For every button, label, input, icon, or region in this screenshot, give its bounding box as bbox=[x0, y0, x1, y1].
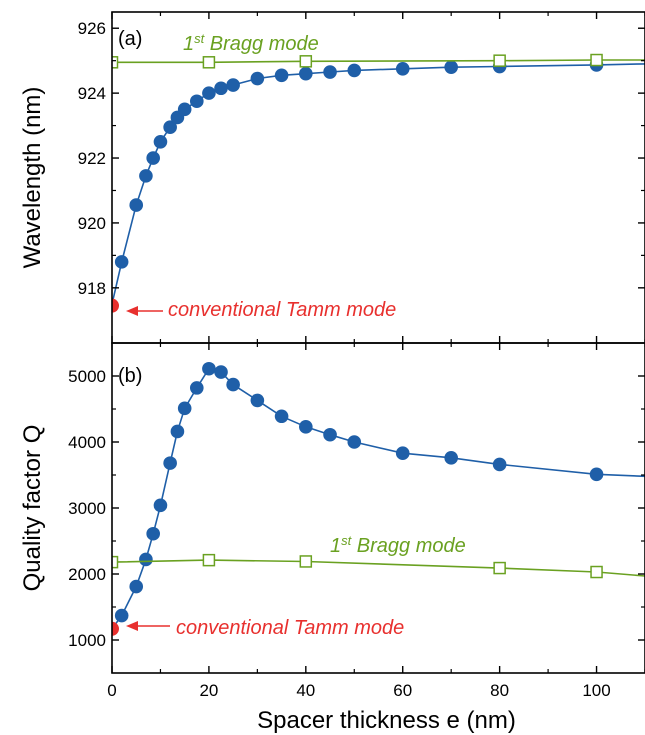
panel-b-series-1-point-1 bbox=[202, 553, 216, 567]
panel-b-series-1-point-0 bbox=[112, 555, 119, 569]
panel-b-series-0-point-8 bbox=[177, 401, 192, 416]
panel-b-xtick-label-0: 0 bbox=[107, 681, 116, 700]
panel-b-conventional-tamm-arrow-head bbox=[126, 621, 138, 631]
panel-a-series-0-point-11 bbox=[214, 81, 228, 96]
panel-a-series-0-point-18 bbox=[395, 61, 410, 76]
panel-b-series-1-point-4 bbox=[590, 565, 603, 579]
panel-a-series-1-line bbox=[112, 59, 645, 64]
panel-a-series-0-point-16 bbox=[323, 65, 337, 79]
panel-a-series-0-point-4 bbox=[146, 151, 160, 165]
panel-b-ytick-label-0: 1000 bbox=[68, 631, 106, 650]
panel-b-xtick-label-2: 40 bbox=[296, 681, 315, 700]
panel-a-series-0-point-19 bbox=[444, 60, 458, 74]
panel-b-series-1-point-2 bbox=[299, 555, 313, 568]
panel-b-ytick-label-2: 3000 bbox=[68, 499, 106, 518]
panel-a-ytick-label-4: 926 bbox=[78, 19, 106, 38]
panel-a-ytick-label-3: 924 bbox=[78, 84, 106, 103]
panel-a-series-0-point-13 bbox=[250, 71, 265, 86]
panel-b-series-0-point-2 bbox=[129, 579, 144, 594]
panel-b-xtick-label-5: 100 bbox=[582, 681, 610, 700]
panel-b-series-0-point-20 bbox=[492, 457, 507, 472]
panel-a-series-0-point-2 bbox=[129, 198, 144, 212]
panel-a-series-1-point-2 bbox=[299, 55, 313, 68]
panel-a-conventional-tamm-arrow-head bbox=[126, 306, 138, 316]
panel-b-series-0-point-16 bbox=[323, 427, 337, 442]
panel-b-series-0-point-1 bbox=[114, 608, 129, 623]
panel-a-series-0-point-9 bbox=[189, 94, 204, 109]
panel-b-ytick-label-4: 5000 bbox=[68, 367, 106, 386]
panel-b-ytick-label-1: 2000 bbox=[68, 565, 106, 584]
panel-a-series-0-point-14 bbox=[274, 68, 289, 83]
panel-b-series-0-point-15 bbox=[299, 420, 313, 434]
panel-a-series-0-point-8 bbox=[177, 102, 192, 117]
panel-a-series-0-point-10 bbox=[202, 86, 216, 100]
panel-b-xtick-label-1: 20 bbox=[199, 681, 218, 700]
panel-a-bragg-label: 1st Bragg mode bbox=[183, 31, 319, 56]
panel-b: 1000 2000 3000 4000 5000 0 20 40 60 80 100 (b) Qua… bbox=[19, 342, 645, 734]
panel-a-ytick-label-2: 922 bbox=[78, 149, 106, 168]
panel-b-series-0-point-4 bbox=[146, 526, 160, 541]
panel-a-conventional-tamm-label: conventional Tamm mode bbox=[168, 299, 396, 321]
panel-a-series-0-point-12 bbox=[226, 78, 240, 92]
panel-b-y-axis-title: Quality factor Q bbox=[19, 425, 46, 592]
panel-b-label: (b) bbox=[118, 365, 142, 387]
x-axis-title: Spacer thickness e (nm) bbox=[257, 707, 516, 734]
panel-a-ytick-label-0: 918 bbox=[78, 279, 106, 298]
panel-b-series-0-point-18 bbox=[395, 446, 410, 461]
panel-a-y-axis-title: Wavelength (nm) bbox=[19, 87, 46, 269]
panel-a-series-0-point-3 bbox=[139, 169, 153, 183]
panel-b-xtick-label-4: 80 bbox=[490, 681, 509, 700]
panel-b-series-0-point-3 bbox=[139, 552, 153, 567]
panel-b-series-0-point-21 bbox=[589, 467, 604, 482]
panel-a-series-1-point-0 bbox=[112, 56, 119, 69]
panel-b-series-0-point-5 bbox=[153, 498, 168, 513]
panel-b-conventional-tamm-point bbox=[112, 621, 119, 636]
panel-b-series-0-point-7 bbox=[170, 424, 185, 439]
panel-b-series-0-point-17 bbox=[347, 435, 362, 449]
panel-b-xtick-label-3: 60 bbox=[393, 681, 412, 700]
panel-a-series-1-point-4 bbox=[590, 53, 603, 67]
panel-b-series-0-point-10 bbox=[202, 361, 216, 376]
panel-a-series-1-point-1 bbox=[202, 56, 216, 69]
panel-a: 918 920 922 924 926 (a) Wavelength (nm) conv… bbox=[19, 11, 645, 344]
panel-a-label: (a) bbox=[118, 28, 142, 50]
panel-b-series-0-point-9 bbox=[189, 381, 204, 395]
panel-b-series-0-point-6 bbox=[163, 456, 177, 470]
panel-a-series-0-point-15 bbox=[299, 66, 313, 81]
panel-a-series-0-point-6 bbox=[163, 120, 177, 135]
panel-a-series-0-point-17 bbox=[347, 63, 362, 78]
panel-b-series-0-line bbox=[112, 367, 645, 630]
panel-a-conventional-tamm-point bbox=[112, 298, 119, 313]
panel-b-series-1-line bbox=[112, 559, 645, 577]
panel-b-series-0-point-19 bbox=[444, 451, 458, 465]
panel-b-series-0-point-14 bbox=[274, 409, 289, 424]
panel-a-series-1-point-3 bbox=[493, 54, 506, 67]
panel-b-series-0-point-12 bbox=[226, 377, 240, 392]
panel-a-series-0-point-5 bbox=[153, 135, 168, 149]
panel-a-series-0-point-1 bbox=[114, 255, 129, 269]
panel-b-bragg-label: 1st Bragg mode bbox=[330, 533, 466, 558]
panel-b-series-0-point-11 bbox=[214, 365, 228, 379]
panel-a-ytick-label-1: 920 bbox=[78, 214, 106, 233]
panel-b-ytick-label-3: 4000 bbox=[68, 433, 106, 452]
panel-b-series-1-point-3 bbox=[493, 561, 506, 575]
panel-b-conventional-tamm-label: conventional Tamm mode bbox=[176, 617, 404, 639]
panel-b-series-0-point-13 bbox=[250, 393, 265, 408]
